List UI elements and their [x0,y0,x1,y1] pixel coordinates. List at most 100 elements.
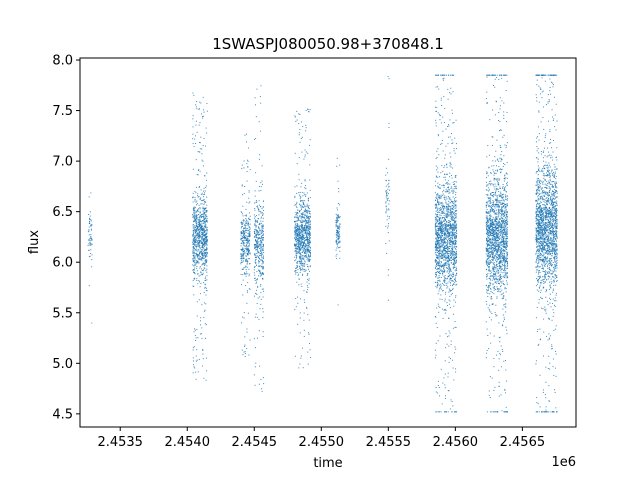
data-point [305,239,307,241]
data-point [247,235,249,237]
data-point [306,232,308,234]
data-point [440,197,442,199]
data-point [300,259,302,261]
data-point [201,258,203,260]
data-point [442,239,444,241]
data-point [302,212,304,214]
data-point [449,290,451,292]
data-point [88,239,90,241]
data-point [259,95,261,97]
data-point [454,326,456,328]
data-point [339,257,341,259]
data-point [496,240,498,242]
data-point [450,273,452,275]
data-point [194,256,196,258]
data-point [446,207,448,209]
data-point [242,240,244,242]
data-point [304,208,306,210]
data-point [205,249,207,251]
data-point [247,273,249,275]
data-point [455,254,457,256]
data-point [301,260,303,262]
data-point [243,267,245,269]
data-point [453,246,455,248]
data-point [437,271,439,273]
data-point [240,235,242,237]
data-point [247,239,249,241]
data-point [309,247,311,249]
data-point [336,217,338,219]
data-point [438,411,440,413]
data-point [299,259,301,261]
data-point [440,269,442,271]
data-point [192,224,194,226]
data-point [195,201,197,203]
data-point [336,214,338,216]
data-point [447,270,449,272]
data-point [196,217,198,219]
data-point [453,283,455,285]
data-point [437,262,439,264]
data-point [445,237,447,239]
data-point [442,272,444,274]
data-point [455,226,457,228]
data-point [304,245,306,247]
data-point [249,231,251,233]
data-point [445,232,447,234]
data-point [242,242,244,244]
data-point [195,254,197,256]
data-point [452,232,454,234]
data-point [304,233,306,235]
data-point [299,244,301,246]
data-point [447,275,449,277]
data-point [248,242,250,244]
data-point [306,224,308,226]
data-point [304,263,306,265]
data-point [262,239,264,241]
data-point [296,228,298,230]
data-point [195,248,197,250]
data-point [302,238,304,240]
data-point [205,226,207,228]
data-point [450,231,452,233]
data-point [197,234,199,236]
data-point [262,265,264,267]
data-point [306,209,308,211]
data-point [199,142,201,144]
data-point [306,192,308,194]
data-point [308,213,310,215]
data-point [301,262,303,264]
data-point [202,215,204,217]
data-point [244,235,246,237]
data-point [450,278,452,280]
data-point [245,231,247,233]
data-point [244,239,246,241]
data-point [435,206,437,208]
data-point [199,228,201,230]
data-point [440,212,442,214]
data-point [437,202,439,204]
data-point [449,259,451,261]
data-point [303,235,305,237]
data-point [438,236,440,238]
data-point [455,284,457,286]
data-point [248,226,250,228]
data-point [445,216,447,218]
data-point [435,276,437,278]
data-point [306,248,308,250]
data-point [192,248,194,250]
data-point [504,277,506,279]
data-point [241,322,243,324]
data-point [306,205,308,206]
data-point [436,156,438,158]
data-point [194,210,196,212]
data-point [294,196,296,198]
data-point [199,251,201,253]
data-point [296,215,298,217]
data-point [440,234,442,236]
data-point [453,185,455,187]
data-point [505,273,507,275]
data-point [295,268,297,270]
data-point [498,195,500,197]
data-point [444,309,446,311]
